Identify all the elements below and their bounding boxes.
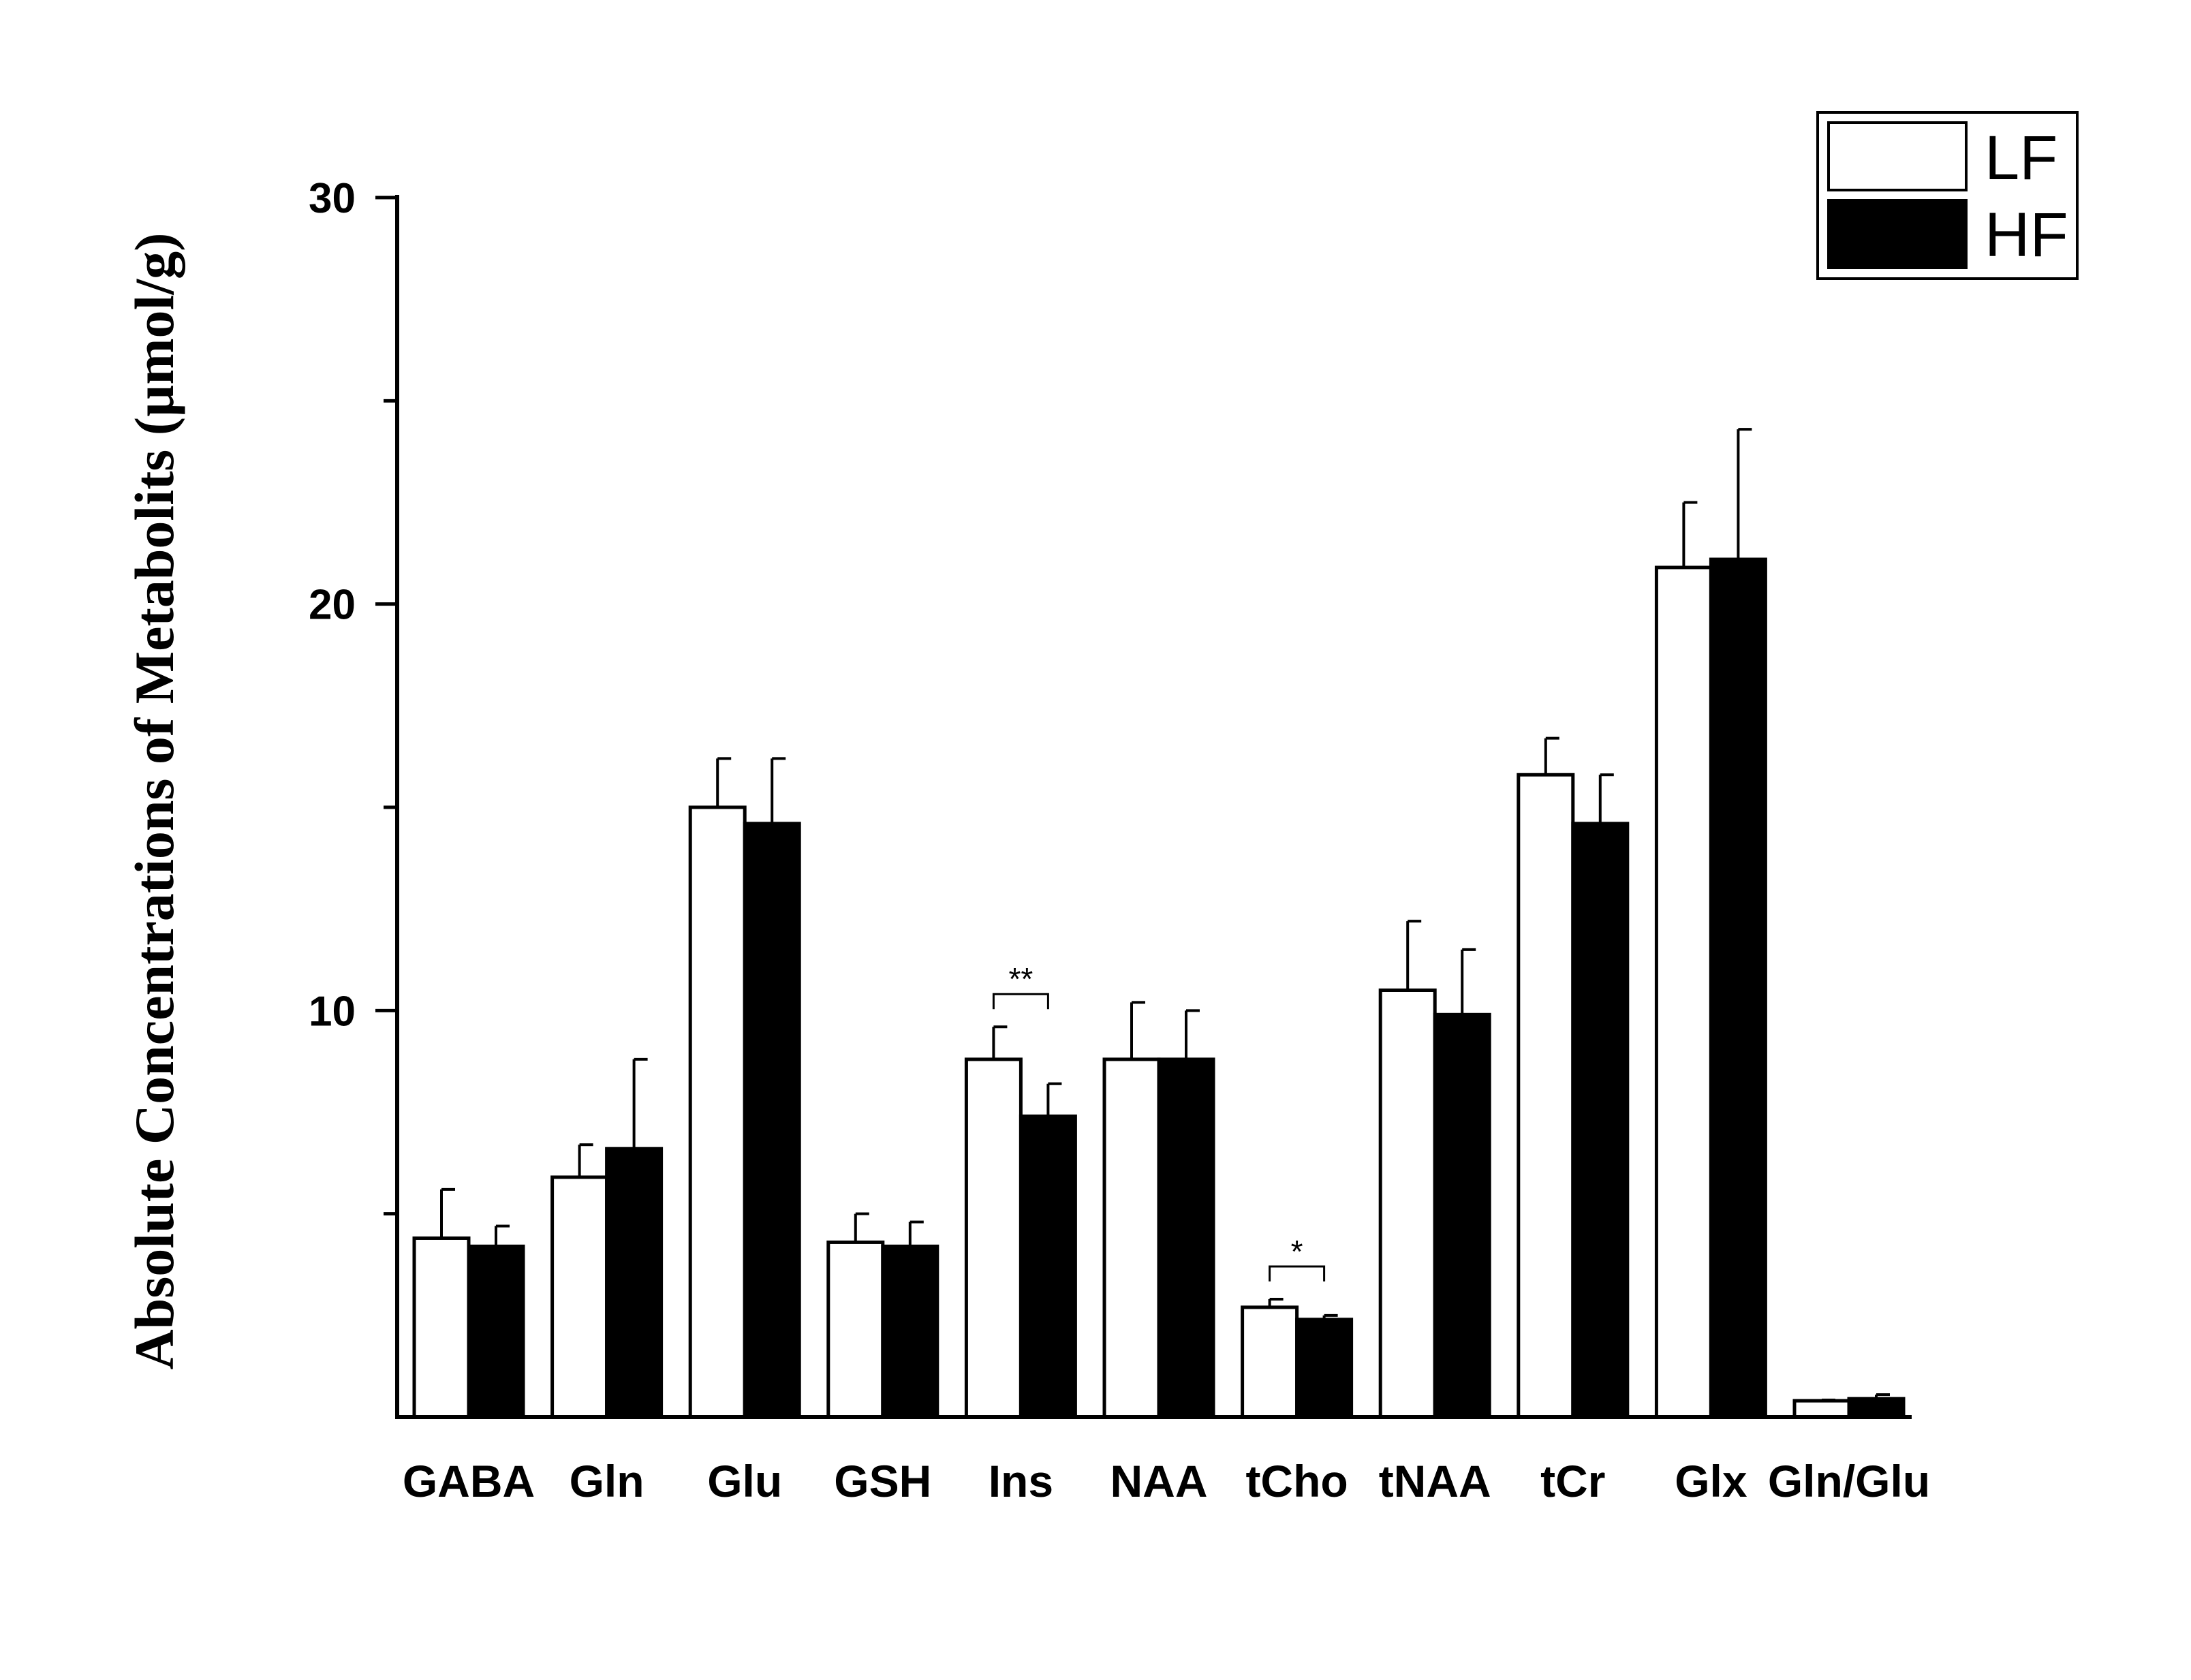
x-category-label: GSH [834,1456,931,1506]
significance-bracket [1269,1265,1326,1281]
legend-label-lf: LF [1985,123,2057,193]
bar-hf [1019,1114,1077,1419]
bar-hf [743,822,801,1419]
bar-hf [605,1147,664,1419]
x-category-label: Glu [707,1456,782,1506]
bar-lf [964,1057,1023,1419]
bar-hf [1571,822,1630,1419]
bar-lf [826,1240,885,1419]
x-category-label: GABA [403,1456,535,1506]
x-category-label: Ins [989,1456,1053,1506]
significance-label: * [1291,1234,1303,1269]
bar-hf [1709,557,1767,1419]
bar-lf [1241,1305,1299,1419]
y-tick-label: 10 [309,988,356,1035]
bar-hf [1295,1318,1354,1419]
x-category-label: tCr [1540,1456,1605,1506]
bar-lf [688,805,747,1419]
bar-lf [550,1175,609,1419]
legend: LF HF [1816,111,2079,280]
x-labels-group: GABA Gln Glu GSH Ins NAA tCho tNAA tCr Glx Gln/Glu [403,1456,1930,1506]
significance-bracket [992,993,1049,1010]
bar-lf [412,1236,471,1419]
bar-lf [1792,1399,1851,1419]
y-tick-label: 30 [309,175,356,222]
x-category-label: tCho [1245,1456,1348,1506]
y-ticks-group: 10 20 30 [309,175,397,1216]
x-category-label: Glx [1675,1456,1747,1506]
x-category-label: Gln/Glu [1768,1456,1930,1506]
x-category-label: NAA [1110,1456,1208,1506]
bar-hf [1157,1057,1215,1419]
legend-swatch-hf [1827,199,1968,269]
bar-lf [1102,1057,1161,1419]
y-tick-label: 20 [309,582,356,629]
bar-lf [1654,565,1713,1419]
bar-hf [881,1244,939,1419]
legend-label-hf: HF [1985,200,2068,270]
significance-group: *** [992,961,1326,1281]
bar-lf [1517,773,1575,1419]
bar-hf [1847,1397,1906,1419]
bar-lf [1378,989,1437,1419]
x-category-label: tNAA [1379,1456,1491,1506]
bar-hf [1433,1012,1491,1419]
legend-swatch-lf [1827,121,1968,191]
bars-group [412,557,1906,1419]
x-category-label: Gln [570,1456,644,1506]
error-bars-group [440,428,1890,1401]
bar-hf [467,1244,525,1419]
significance-label: ** [1008,961,1033,997]
y-axis-title: Absolute Concentrations of Metabolits (µ… [123,233,185,1370]
